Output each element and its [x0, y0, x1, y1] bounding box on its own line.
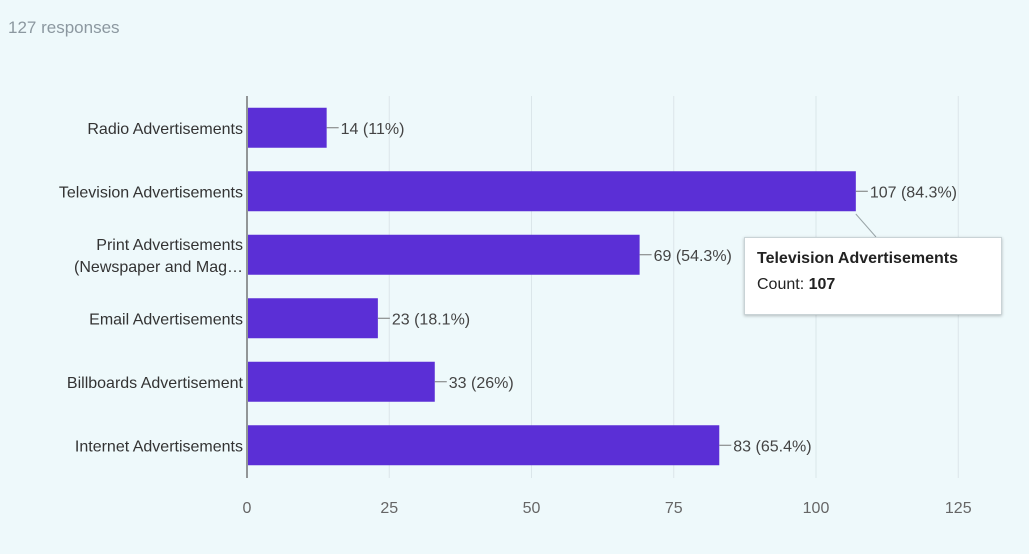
- bar: [248, 234, 640, 275]
- category-label: Internet Advertisements: [75, 438, 243, 455]
- x-tick-label: 25: [380, 500, 398, 517]
- x-tick-label: 125: [945, 500, 972, 517]
- bar: [248, 361, 435, 402]
- category-label: Television Advertisements: [59, 184, 243, 201]
- data-label: 14 (11%): [341, 121, 405, 138]
- category-label: Email Advertisements: [89, 311, 243, 328]
- tooltip-count-label: Count:: [757, 276, 809, 293]
- data-label: 69 (54.3%): [654, 248, 732, 265]
- category-label: (Newspaper and Mag…: [74, 259, 243, 276]
- category-label: Radio Advertisements: [87, 121, 243, 138]
- tooltip-count-value: 107: [808, 276, 836, 293]
- value-labels: 14 (11%) 107 (84.3%) 69 (54.3%) 23 (18.1%) 3…: [341, 121, 957, 456]
- tooltip-pointer: [855, 213, 877, 238]
- category-label: Billboards Advertisement: [67, 375, 244, 392]
- category-labels: Radio Advertisements Television Advertise…: [59, 121, 244, 456]
- leader-lines: [326, 127, 868, 446]
- tooltip-title: Television Advertisements: [757, 250, 958, 267]
- bar: [248, 107, 327, 148]
- tooltip: Television Advertisements Count: 107: [744, 237, 1002, 315]
- bar: [248, 425, 720, 466]
- bars: [248, 107, 856, 466]
- bar: [248, 298, 378, 339]
- category-label: Print Advertisements: [96, 237, 243, 254]
- data-label: 83 (65.4%): [733, 438, 811, 455]
- data-label: 33 (26%): [449, 375, 514, 392]
- data-label: 23 (18.1%): [392, 311, 470, 328]
- x-tick-label: 100: [803, 500, 830, 517]
- bar: [248, 171, 856, 212]
- x-tick-label: 0: [243, 500, 252, 517]
- x-tick-label: 50: [523, 500, 541, 517]
- x-tick-label: 75: [665, 500, 683, 517]
- responses-count: 127 responses: [8, 18, 120, 37]
- data-label: 107 (84.3%): [870, 184, 957, 201]
- tooltip-pointer-line: [855, 213, 877, 238]
- tooltip-count: Count: 107: [757, 276, 1001, 294]
- tick-labels: 0 25 50 75 100 125: [243, 500, 972, 517]
